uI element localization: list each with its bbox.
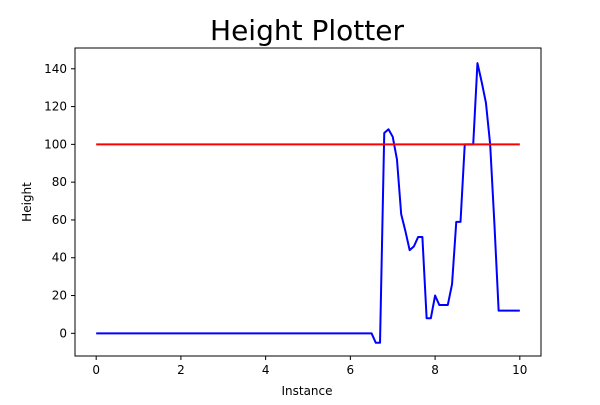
- y-tick-label: 20: [52, 289, 67, 303]
- y-tick-label: 40: [52, 251, 67, 265]
- y-tick-label: 60: [52, 213, 67, 227]
- y-tick-label: 100: [44, 137, 67, 151]
- x-tick-label: 2: [177, 363, 185, 377]
- x-tick-label: 6: [347, 363, 355, 377]
- x-tick-label: 8: [431, 363, 439, 377]
- y-tick-label: 0: [59, 326, 67, 340]
- y-tick-label: 120: [44, 100, 67, 114]
- x-axis-label: Instance: [281, 384, 332, 398]
- chart-title: Height Plotter: [210, 14, 404, 47]
- y-tick-label: 80: [52, 175, 67, 189]
- series-line-0: [96, 62, 520, 344]
- x-tick-label: 0: [92, 363, 100, 377]
- axes-frame: [74, 47, 542, 357]
- x-tick-label: 4: [262, 363, 270, 377]
- y-axis-label: Height: [20, 182, 34, 222]
- x-tick-label: 10: [512, 363, 527, 377]
- plot-area: [96, 62, 520, 344]
- y-tick-label: 140: [44, 62, 67, 76]
